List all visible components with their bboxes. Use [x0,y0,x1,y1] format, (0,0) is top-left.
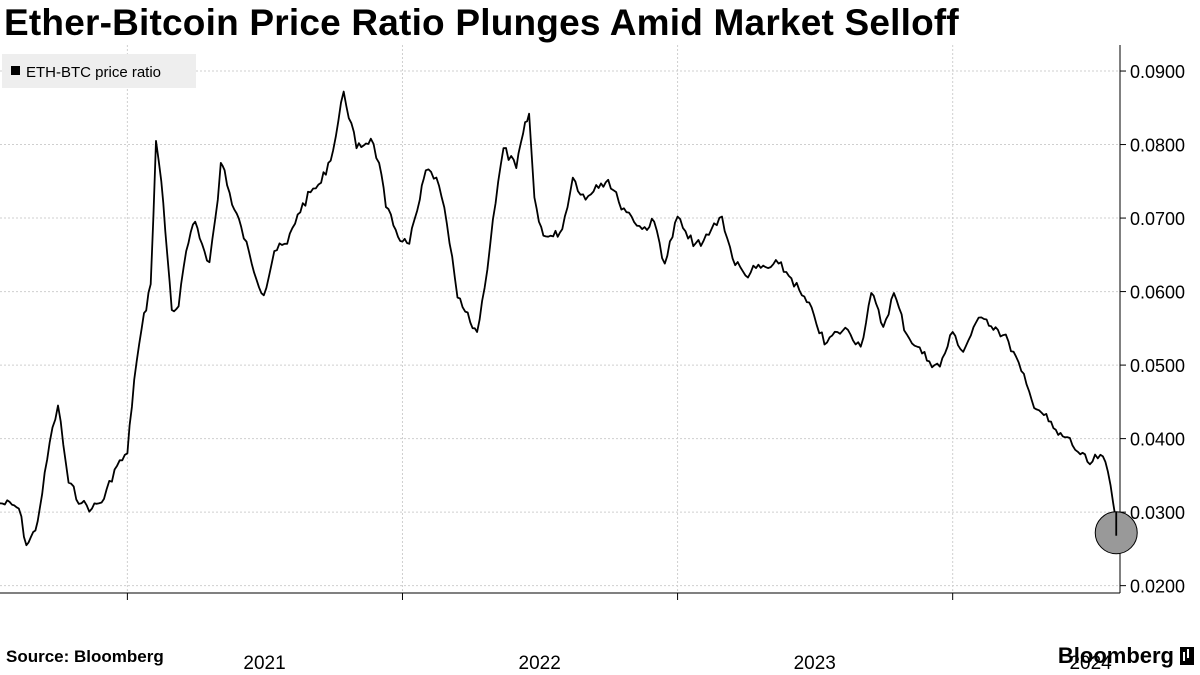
brand-name: Bloomberg [1057,643,1174,668]
y-tick-label: 0.0700 [1130,209,1185,229]
y-tick-label: 0.0400 [1130,430,1185,450]
x-tick-label: 2021 [243,653,285,674]
y-tick-label: 0.0900 [1130,62,1185,82]
x-tick-label: 2024 [1069,653,1112,674]
legend-label: ETH-BTC price ratio [26,64,161,81]
y-tick-label: 0.0300 [1130,503,1185,523]
legend: ETH-BTC price ratio [2,54,196,88]
series-group [0,90,1118,547]
y-tick-label: 0.0600 [1130,283,1185,303]
x-tick-label: 2022 [519,653,561,674]
source-note: Source: Bloomberg [6,647,164,666]
y-tick-label: 0.0500 [1130,356,1185,376]
y-tick-label: 0.0800 [1130,136,1185,156]
axes: 0.0900 0.0800 0.0700 0.0600 0.0500 0.0400 0.03… [0,45,1185,674]
legend-background [2,54,196,88]
chart-title: Ether-Bitcoin Price Ratio Plunges Amid M… [4,2,959,43]
grid [0,45,1120,593]
y-tick-label: 0.0200 [1130,577,1185,597]
bloomberg-logo-icon [1180,647,1194,665]
x-tick-label: 2023 [794,653,836,674]
legend-swatch [11,66,20,75]
series-line-eth-btc [0,90,1118,547]
marker-group [1094,511,1138,555]
brand-logo: Bloomberg [1058,643,1194,669]
